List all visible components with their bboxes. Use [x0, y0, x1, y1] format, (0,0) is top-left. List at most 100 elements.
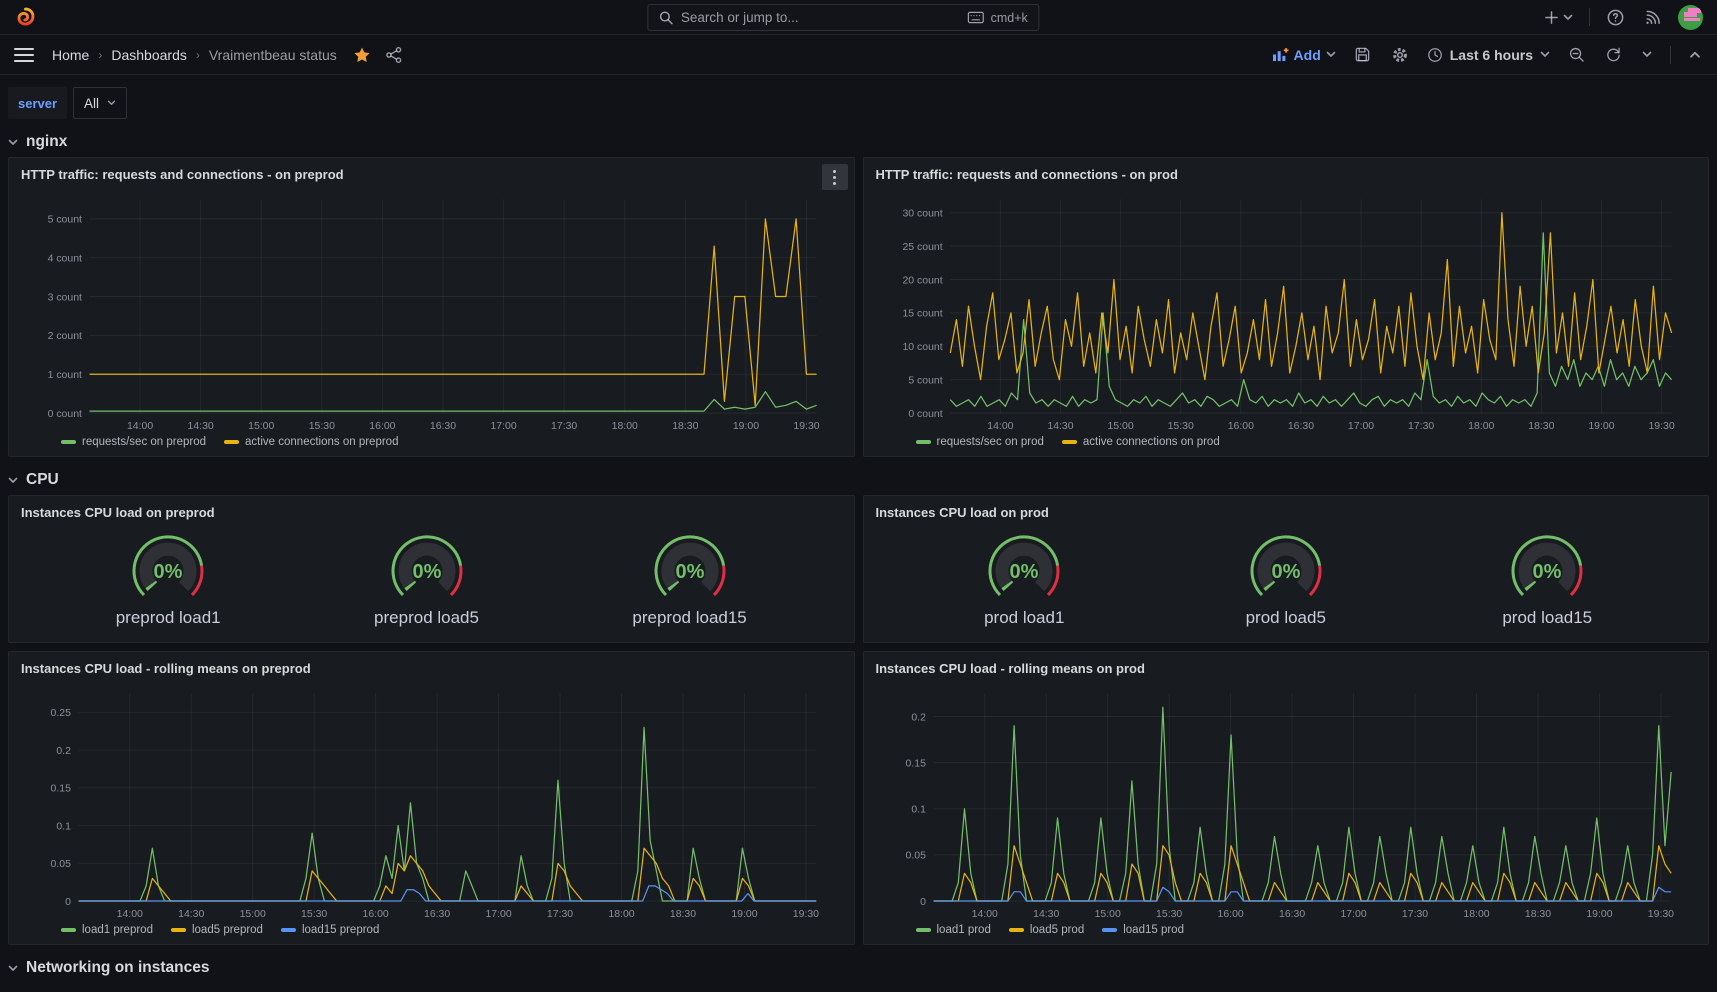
- svg-text:15:30: 15:30: [1156, 909, 1182, 920]
- row-title: CPU: [26, 471, 59, 488]
- panel-http-preprod: HTTP traffic: requests and connections -…: [8, 157, 855, 457]
- save-dashboard-button[interactable]: [1352, 44, 1373, 65]
- legend-item[interactable]: load15 prod: [1102, 924, 1184, 936]
- panel-menu-button[interactable]: [821, 164, 848, 190]
- gauge-arc: 0%: [1511, 534, 1583, 596]
- legend-item[interactable]: load15 preprod: [280, 924, 379, 936]
- help-button[interactable]: [1604, 6, 1627, 29]
- legend-label: active connections on prod: [1082, 436, 1220, 448]
- legend-item[interactable]: requests/sec on prod: [915, 436, 1044, 448]
- timeseries-chart[interactable]: 0 0.05 0.1 0.15 0.2 0.25 14:00 14:30 15:00 15:30 1…: [13, 682, 846, 922]
- legend-item[interactable]: load5 prod: [1008, 924, 1085, 936]
- time-range-label: Last 6 hours: [1449, 46, 1533, 63]
- share-button[interactable]: [383, 44, 405, 66]
- share-icon: [385, 46, 402, 63]
- panel-cpu-gauges-prod: Instances CPU load on prod 0% prod load1 0…: [862, 495, 1709, 643]
- panel-cpu-rolling-preprod: Instances CPU load - rolling means on pr…: [8, 651, 855, 945]
- row-header-networking[interactable]: Networking on instances: [8, 953, 1709, 983]
- svg-text:17:00: 17:00: [490, 421, 516, 432]
- legend-item[interactable]: load1 preprod: [61, 924, 153, 936]
- legend-label: load5 preprod: [191, 924, 263, 936]
- grafana-logo-icon[interactable]: [14, 6, 37, 29]
- gauge: 0% preprod load5: [374, 531, 479, 628]
- legend-item[interactable]: requests/sec on preprod: [61, 436, 206, 448]
- svg-text:5 count: 5 count: [908, 375, 942, 386]
- zoom-out-button[interactable]: [1566, 44, 1587, 65]
- svg-text:19:00: 19:00: [733, 421, 759, 432]
- chevron-down-icon: [8, 139, 18, 145]
- timeseries-chart[interactable]: 0 count 5 count 10 count 15 count 20 count 25…: [868, 188, 1701, 434]
- refresh-interval-button[interactable]: [1640, 49, 1654, 60]
- top-nav-bar: Search or jump to... cmd+k: [0, 0, 1717, 35]
- svg-text:19:00: 19:00: [731, 909, 757, 920]
- variables-row: server All: [8, 87, 1709, 119]
- menu-icon[interactable]: [14, 47, 34, 62]
- plus-icon: [1545, 10, 1558, 24]
- row-header-cpu[interactable]: CPU: [8, 465, 1709, 495]
- new-button[interactable]: [1542, 8, 1575, 27]
- breadcrumb-dashboards[interactable]: Dashboards: [111, 46, 187, 63]
- row-header-nginx[interactable]: nginx: [8, 127, 1709, 157]
- svg-text:14:30: 14:30: [1033, 909, 1059, 920]
- dashboard-nav-bar: Home › Dashboards › Vraimentbeau status …: [0, 35, 1717, 75]
- breadcrumb-home[interactable]: Home: [52, 46, 90, 63]
- star-icon: [354, 47, 370, 62]
- svg-text:17:30: 17:30: [551, 421, 577, 432]
- svg-text:1 count: 1 count: [48, 370, 82, 381]
- user-avatar[interactable]: [1678, 4, 1703, 30]
- search-input[interactable]: Search or jump to... cmd+k: [646, 4, 1039, 31]
- legend-swatch: [61, 440, 76, 444]
- svg-text:18:30: 18:30: [1524, 909, 1550, 920]
- gauge: 0% preprod load1: [116, 531, 221, 628]
- gauge-value: 0%: [1533, 561, 1562, 583]
- legend-swatch: [170, 928, 186, 932]
- svg-text:0: 0: [920, 897, 926, 908]
- timeseries-chart[interactable]: 0 count 1 count 2 count 3 count 4 count 5 cou…: [13, 188, 846, 434]
- legend-swatch: [1008, 928, 1024, 932]
- refresh-icon: [1607, 47, 1620, 62]
- svg-text:17:30: 17:30: [547, 909, 573, 920]
- legend-swatch: [1061, 440, 1077, 444]
- legend-item[interactable]: active connections on preprod: [224, 436, 398, 448]
- keyboard-icon: [968, 11, 985, 24]
- svg-text:19:30: 19:30: [793, 909, 819, 920]
- svg-text:15:00: 15:00: [248, 421, 274, 432]
- gauge-value: 0%: [1271, 561, 1300, 583]
- gauge-value: 0%: [412, 561, 441, 583]
- svg-text:18:00: 18:00: [608, 909, 634, 920]
- breadcrumb-separator: ›: [195, 47, 200, 62]
- news-button[interactable]: [1641, 6, 1664, 29]
- favorite-button[interactable]: [351, 44, 373, 66]
- svg-text:15 count: 15 count: [902, 309, 942, 320]
- svg-text:4 count: 4 count: [48, 254, 82, 265]
- svg-text:19:30: 19:30: [1647, 909, 1673, 920]
- legend-item[interactable]: load5 preprod: [170, 924, 263, 936]
- svg-text:14:30: 14:30: [188, 421, 214, 432]
- legend-label: load15 prod: [1123, 924, 1184, 936]
- gauge-value: 0%: [154, 561, 183, 583]
- variable-server-select[interactable]: All: [73, 87, 128, 119]
- svg-text:19:00: 19:00: [1586, 909, 1612, 920]
- breadcrumb-current: Vraimentbeau status: [208, 46, 337, 63]
- gauge-label: preprod load15: [632, 607, 747, 627]
- legend-label: load1 prod: [936, 924, 991, 936]
- add-button[interactable]: Add: [1272, 47, 1336, 63]
- timeseries-chart[interactable]: 0 0.05 0.1 0.15 0.2 14:00 14:30 15:00 15:30 16:00…: [868, 682, 1701, 922]
- legend-swatch: [61, 928, 76, 932]
- rss-icon: [1646, 10, 1660, 24]
- svg-text:17:00: 17:00: [485, 909, 511, 920]
- refresh-button[interactable]: [1603, 44, 1624, 65]
- legend-item[interactable]: active connections on prod: [1061, 436, 1220, 448]
- legend-item[interactable]: load1 prod: [915, 924, 991, 936]
- legend-label: load5 prod: [1029, 924, 1085, 936]
- time-range-button[interactable]: Last 6 hours: [1427, 47, 1550, 63]
- gauge-group: 0% prod load1 0% prod load5 0% prod load15: [864, 524, 1709, 642]
- svg-text:14:00: 14:00: [127, 421, 153, 432]
- collapse-nav-button[interactable]: [1687, 49, 1703, 61]
- settings-button[interactable]: [1389, 44, 1411, 66]
- chart-legend: load1 preprod load5 preprod load15 preprod: [9, 922, 854, 944]
- svg-text:16:00: 16:00: [1227, 421, 1253, 432]
- search-shortcut: cmd+k: [968, 11, 1028, 25]
- chevron-down-icon: [1563, 14, 1573, 20]
- gauge: 0% prod load15: [1499, 531, 1595, 628]
